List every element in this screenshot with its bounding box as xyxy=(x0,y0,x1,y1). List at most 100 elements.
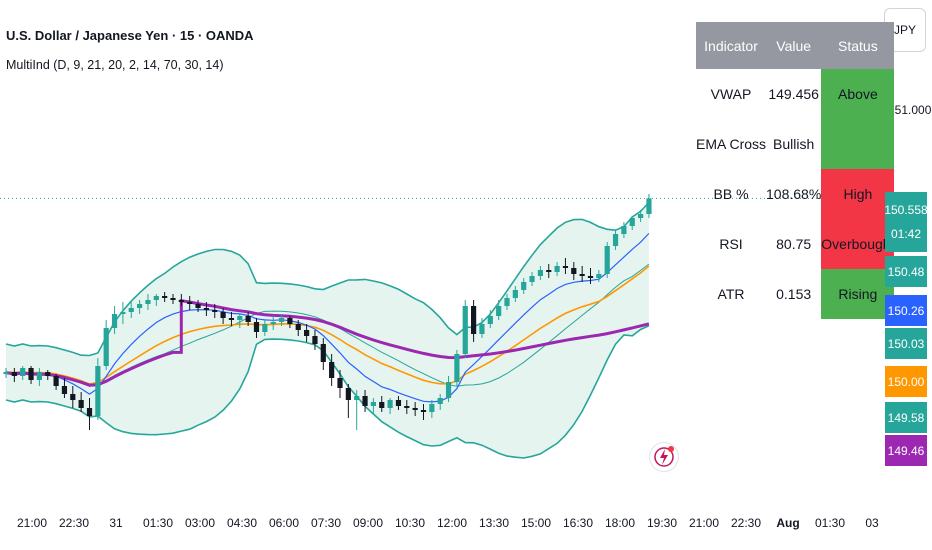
indicator-value: 0.153 xyxy=(776,286,812,302)
candle xyxy=(638,210,644,222)
indicator-table: Indicator Value Status VWAP 149.456 Abov… xyxy=(696,22,895,319)
indicator-status: Above xyxy=(821,69,895,119)
candle-body xyxy=(228,318,235,320)
lightning-icon[interactable] xyxy=(649,442,679,472)
candle-body xyxy=(137,304,143,308)
x-tick-label: 01:30 xyxy=(815,516,845,530)
x-tick-label: 22:30 xyxy=(59,516,89,530)
x-tick-label: 31 xyxy=(109,516,123,530)
candle xyxy=(78,392,84,412)
bb-lower-price-label: 149.58 xyxy=(885,402,927,433)
candle-body xyxy=(529,276,535,282)
candle-body xyxy=(195,304,201,308)
candle-body xyxy=(379,402,385,408)
x-tick-label: 15:00 xyxy=(521,516,551,530)
candle xyxy=(11,368,17,382)
candle-body xyxy=(587,276,594,278)
candle xyxy=(512,286,518,302)
candle-body xyxy=(546,270,552,272)
candle xyxy=(529,272,535,286)
candle-body xyxy=(370,402,376,406)
candle xyxy=(187,296,193,310)
indicator-value: 149.456 xyxy=(768,86,819,102)
candle-body xyxy=(220,312,226,318)
vwap-line xyxy=(5,298,650,387)
candle xyxy=(195,300,201,312)
candle xyxy=(621,222,627,238)
x-tick-label: 10:30 xyxy=(395,516,425,530)
x-tick-label: 01:30 xyxy=(143,516,173,530)
candle xyxy=(36,368,42,386)
candle xyxy=(587,268,594,284)
candle-body xyxy=(629,218,635,226)
candle-body xyxy=(128,308,134,312)
indicator-value: 108.68% xyxy=(766,186,822,202)
candle xyxy=(496,300,502,320)
candle xyxy=(479,318,485,338)
y-tick-label: 151.000 xyxy=(888,103,932,117)
indicator-name: BB % xyxy=(713,186,749,202)
candle xyxy=(103,320,109,370)
candle-body xyxy=(28,368,34,380)
candle xyxy=(462,300,468,358)
candle xyxy=(245,312,251,326)
candle xyxy=(212,304,218,318)
candle-body xyxy=(287,318,293,324)
candle-body xyxy=(404,406,410,408)
table-header-row: Indicator Value Status xyxy=(696,22,895,69)
table-header: Status xyxy=(821,22,895,69)
candle xyxy=(128,302,134,318)
bb-upper-price-label: 150.48 xyxy=(885,256,927,287)
candle-body xyxy=(420,410,427,412)
x-tick-label: 04:30 xyxy=(227,516,257,530)
x-tick-label: 13:30 xyxy=(479,516,509,530)
indicator-legend[interactable]: MultiInd (D, 9, 21, 20, 2, 14, 70, 30, 1… xyxy=(6,58,224,72)
ema-slow-price-label: 150.00 xyxy=(885,366,927,397)
candle-body xyxy=(70,394,76,400)
indicator-name: RSI xyxy=(719,236,743,252)
candle-body xyxy=(61,386,68,394)
candle-body xyxy=(253,322,260,332)
indicator-status: High xyxy=(821,169,895,219)
candle-body xyxy=(203,308,209,310)
candle xyxy=(28,366,34,384)
candle-body xyxy=(412,408,418,410)
candle xyxy=(3,368,9,378)
x-tick-label: 12:00 xyxy=(437,516,467,530)
candle-body xyxy=(445,382,452,398)
candle-body xyxy=(53,376,59,386)
indicator-name: VWAP xyxy=(710,86,752,102)
vwap-price-label: 149.46 xyxy=(885,435,927,466)
candle-body xyxy=(111,314,118,328)
candle-body xyxy=(120,312,126,314)
x-tick-label: 21:00 xyxy=(689,516,719,530)
candle-body xyxy=(312,336,318,344)
ema-fast-line xyxy=(5,232,650,403)
bb-middle-price-label: 150.03 xyxy=(885,328,927,359)
candle-body xyxy=(295,324,301,330)
table-header: Value xyxy=(766,22,822,69)
candle-body xyxy=(537,270,543,276)
x-tick-label: 19:30 xyxy=(647,516,677,530)
table-header: Indicator xyxy=(696,22,767,69)
candle-body xyxy=(320,344,326,362)
candle-body xyxy=(36,372,42,380)
candle-body xyxy=(212,310,218,312)
candle xyxy=(295,320,301,336)
candle xyxy=(320,338,326,370)
candle xyxy=(95,358,101,420)
candle-body xyxy=(145,300,151,304)
candle xyxy=(145,294,151,310)
candle-body xyxy=(162,296,168,298)
candle-body xyxy=(262,324,268,332)
candle-body xyxy=(45,372,51,376)
candle-body xyxy=(621,226,627,234)
candle xyxy=(137,300,143,314)
candle xyxy=(345,384,351,418)
candle-body xyxy=(345,388,351,400)
countdown-timer: 01:42 xyxy=(890,227,922,241)
candle xyxy=(228,312,235,326)
x-tick-label: 09:00 xyxy=(353,516,383,530)
candle xyxy=(404,400,410,414)
